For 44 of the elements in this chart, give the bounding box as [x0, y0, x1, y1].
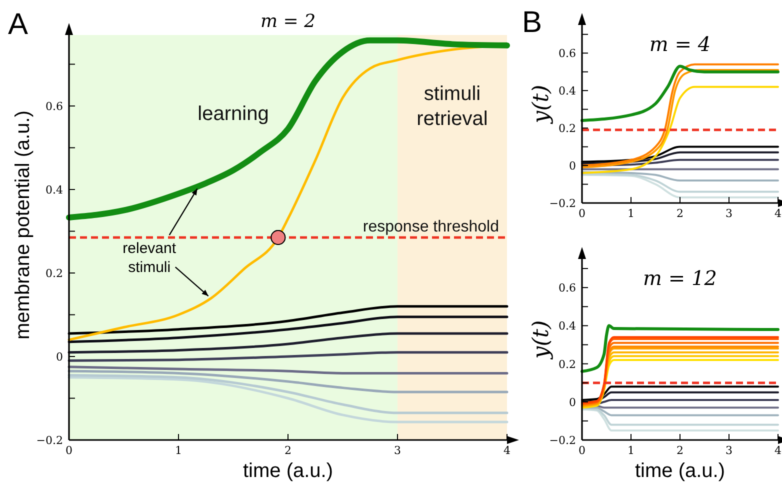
ref-line-label: response threshold — [362, 218, 499, 236]
y-axis-title: y(t) — [529, 320, 554, 360]
y-axis-title: membrane potential (a.u.) — [12, 110, 34, 340]
text: B — [522, 6, 542, 39]
y-tick-label: 0.6 — [46, 100, 63, 113]
x-tick-label: 1 — [175, 444, 182, 457]
chart-title: m = 4 — [649, 32, 711, 56]
x-tick-label: 1 — [628, 444, 634, 457]
y-tick-label: 0.2 — [558, 358, 576, 371]
y-axis-title: y(t) — [529, 84, 554, 124]
y-tick-label: 0.4 — [558, 84, 576, 98]
y-tick-label: 0 — [569, 396, 576, 409]
x-tick-label: 2 — [676, 444, 684, 457]
x-axis-title: time (a.u.) — [242, 460, 334, 482]
y-tick-label: 0.4 — [558, 320, 576, 333]
x-tick-label: 0 — [578, 444, 586, 457]
y-tick-label: 0.2 — [558, 122, 576, 136]
x-tick-label: 4 — [504, 444, 510, 457]
y-tick-label: 0.4 — [46, 183, 63, 196]
x-tick-label: 2 — [676, 207, 684, 220]
band-label: stimuli retrieval — [416, 82, 488, 130]
y-tick-label: 0 — [569, 160, 576, 173]
x-tick-label: 1 — [628, 207, 634, 220]
x-tick-label: 4 — [774, 444, 782, 457]
x-tick-label: 3 — [726, 444, 732, 457]
y-tick-label: −0.2 — [549, 434, 576, 447]
annotation: relevant stimuli — [122, 240, 177, 276]
y-tick-label: −0.2 — [36, 434, 63, 447]
band-label: learning — [198, 102, 269, 125]
text: A — [8, 8, 28, 41]
x-tick-label: 2 — [284, 444, 292, 457]
y-tick-label: 0 — [56, 350, 63, 364]
x-tick-label: 3 — [726, 207, 732, 220]
x-axis-title: time (a.u.) — [634, 460, 726, 482]
x-tick-label: 4 — [774, 207, 782, 220]
x-tick-label: 3 — [394, 444, 401, 457]
y-tick-label: 0.6 — [558, 47, 576, 60]
y-tick-label: −0.2 — [549, 197, 576, 210]
x-tick-label: 0 — [578, 207, 586, 220]
x-tick-label: 0 — [66, 444, 72, 457]
chart-title: m = 2 — [260, 11, 316, 32]
y-tick-label: 0.2 — [46, 266, 63, 280]
y-tick-label: 0.6 — [558, 282, 576, 295]
chart-title: m = 12 — [643, 266, 717, 290]
